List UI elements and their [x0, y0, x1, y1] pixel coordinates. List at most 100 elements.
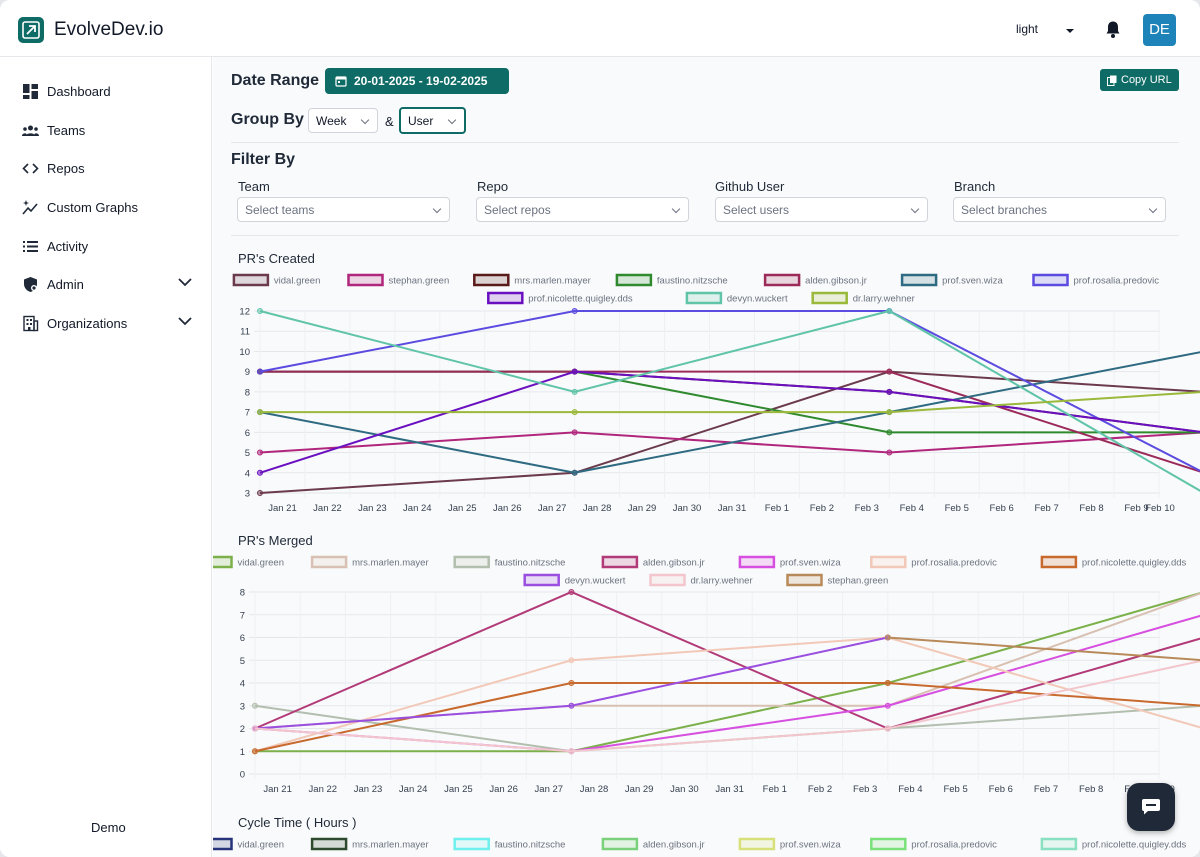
data-point: [568, 657, 575, 664]
divider: [231, 235, 1179, 236]
theme-caret-icon[interactable]: [1066, 29, 1074, 33]
bell-icon[interactable]: [1104, 20, 1122, 44]
legend-label: prof.sven.wiza: [780, 558, 841, 569]
copy-url-button[interactable]: Copy URL: [1100, 69, 1179, 91]
legend-swatch: [1040, 837, 1078, 851]
group-by-period-select[interactable]: Week: [308, 108, 378, 133]
series-line: [259, 370, 1200, 474]
main-content: Date Range 20-01-2025 - 19-02-2025 Copy …: [213, 57, 1200, 857]
date-range-label: Date Range: [231, 72, 320, 89]
calendar-icon: [335, 76, 347, 87]
legend-label: prof.nicolette.quigley.dds: [1082, 840, 1187, 851]
legend-swatch: [1032, 273, 1069, 287]
legend-label: prof.sven.wiza: [780, 840, 841, 851]
x-tick-label: Jan 27: [538, 503, 567, 514]
x-tick-label: Feb 8: [1079, 784, 1103, 795]
y-tick-label: 10: [239, 347, 250, 358]
data-point: [884, 634, 891, 641]
filter-by-label: Filter By: [231, 151, 296, 168]
copy-url-label: Copy URL: [1121, 74, 1172, 86]
x-tick-label: Jan 31: [715, 784, 744, 795]
legend-label: vidal.green: [238, 558, 284, 569]
sidebar-item-activity[interactable]: Activity: [22, 235, 88, 257]
sidebar-item-label: Custom Graphs: [47, 199, 139, 215]
x-tick-label: Feb 5: [945, 503, 969, 514]
x-tick-label: Feb 6: [990, 503, 1014, 514]
sidebar-item-custom-graphs[interactable]: Custom Graphs: [22, 196, 138, 218]
date-range-button[interactable]: 20-01-2025 - 19-02-2025: [325, 68, 509, 94]
x-tick-label: Jan 29: [628, 503, 657, 514]
chat-button[interactable]: [1127, 783, 1175, 831]
legend-swatch: [649, 573, 686, 587]
x-tick-label: Jan 21: [263, 784, 292, 795]
chevron-down-icon: [671, 204, 681, 214]
data-point: [571, 469, 578, 476]
filter-user-label: Github User: [715, 179, 785, 194]
x-tick-label: Jan 21: [268, 503, 297, 514]
legend-label: prof.nicolette.quigley.dds: [528, 294, 633, 305]
x-tick-label: Feb 9: [1124, 503, 1148, 514]
group-by-entity-value: User: [408, 113, 434, 128]
chart-title: PR's Merged: [238, 533, 313, 548]
legend-swatch: [738, 555, 776, 569]
chevron-down-icon[interactable]: [178, 316, 192, 326]
data-point: [568, 748, 575, 755]
legend-swatch: [453, 555, 490, 569]
chevron-down-icon[interactable]: [178, 277, 192, 287]
legend-swatch: [310, 555, 348, 569]
legend-swatch: [232, 273, 270, 287]
y-tick-label: 8: [240, 588, 245, 599]
sidebar-footer-demo[interactable]: Demo: [91, 820, 126, 835]
sidebar-item-admin[interactable]: Admin: [22, 273, 84, 295]
data-point: [257, 490, 263, 496]
group-by-entity-select[interactable]: User: [399, 107, 466, 134]
avatar[interactable]: DE: [1143, 14, 1176, 46]
y-tick-label: 5: [240, 656, 245, 667]
data-point: [571, 308, 578, 314]
legend-swatch: [523, 573, 560, 587]
data-point: [886, 449, 893, 456]
group-by-period-value: Week: [316, 113, 347, 128]
x-tick-label: Jan 27: [535, 784, 564, 795]
data-point: [257, 368, 263, 375]
divider: [231, 142, 1179, 143]
y-tick-label: 3: [240, 701, 245, 712]
filter-repo-select[interactable]: Select repos: [476, 197, 689, 222]
sidebar-item-organizations[interactable]: Organizations: [22, 312, 127, 334]
brand-name: EvolveDev.io: [54, 19, 164, 40]
filter-user-select[interactable]: Select users: [715, 197, 928, 222]
x-tick-label: Jan 22: [313, 503, 342, 514]
legend-label: faustino.nitzsche: [657, 276, 728, 287]
filter-branch-select[interactable]: Select branches: [953, 197, 1166, 222]
chart-title: Cycle Time ( Hours ): [238, 815, 357, 830]
filter-branch-placeholder: Select branches: [961, 202, 1048, 217]
series-line: [887, 636, 1200, 661]
sidebar: Dashboard Teams Repos Custom Graphs Acti…: [0, 57, 212, 857]
data-point: [252, 725, 258, 732]
sidebar-item-repos[interactable]: Repos: [22, 157, 85, 179]
copy-icon: [1107, 75, 1117, 86]
chevron-down-icon: [447, 115, 457, 125]
sidebar-item-dashboard[interactable]: Dashboard: [22, 80, 111, 102]
x-tick-label: Feb 2: [810, 503, 834, 514]
data-point: [257, 409, 263, 416]
theme-select[interactable]: light: [1016, 22, 1039, 36]
legend-swatch: [487, 291, 524, 305]
series-line: [255, 592, 1200, 753]
legend-swatch: [615, 273, 653, 287]
filter-team-select[interactable]: Select teams: [237, 197, 450, 222]
x-tick-label: Feb 4: [898, 784, 922, 795]
sidebar-item-label: Activity: [47, 238, 89, 254]
data-point: [252, 702, 258, 709]
series-line: [259, 351, 1200, 474]
filter-team-label: Team: [238, 179, 270, 194]
sidebar-item-label: Dashboard: [47, 83, 111, 99]
sidebar-item-teams[interactable]: Teams: [22, 119, 85, 141]
prs-created-chart: vidal.green stephan.green mrs.marlen.mayer…: [232, 273, 1200, 514]
dashboard-icon: [23, 83, 38, 99]
y-tick-label: 6: [245, 428, 250, 439]
legend-label: stephan.green: [828, 576, 889, 587]
x-tick-label: Feb 10: [1145, 503, 1175, 514]
legend-label: stephan.green: [389, 276, 450, 287]
